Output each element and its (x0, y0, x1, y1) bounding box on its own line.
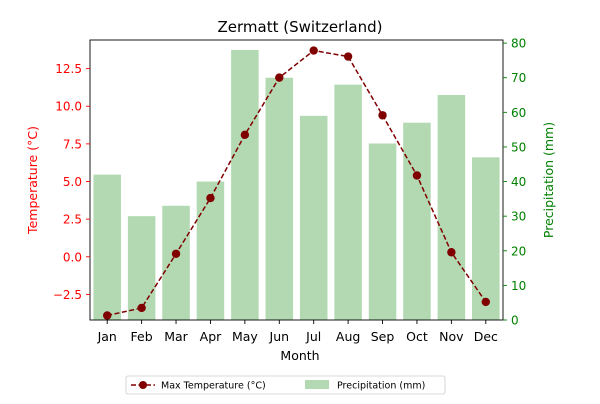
temperature-point (103, 311, 112, 320)
temperature-point (171, 249, 181, 258)
legend-frame (125, 375, 446, 395)
right-tick-label: 20 (511, 244, 526, 258)
temperature-point (447, 248, 456, 257)
right-axis-label: Precipitation (mm) (541, 122, 556, 238)
x-tick-label: Feb (131, 329, 153, 344)
axes-layer: −2.5 0.0 2.5 5.0 7.5 10.0 12.5 0 10 20 30 40 50 60 70 8… (53, 37, 526, 344)
precipitation-bar (93, 174, 121, 320)
temperature-point (481, 297, 490, 307)
temperature-point (343, 52, 353, 61)
right-tick-label: 70 (511, 71, 526, 85)
temperature-point (275, 73, 284, 82)
precipitation-bar (162, 205, 190, 320)
legend-label-precipitation: Precipitation (mm) (337, 381, 425, 392)
precipitation-bar (334, 84, 362, 321)
temperature-point (206, 193, 215, 203)
temperature-point (137, 303, 146, 313)
precipitation-bar (231, 50, 259, 321)
plot-frame (89, 39, 504, 321)
precipitation-bar (437, 95, 466, 320)
temperature-line (107, 49, 487, 317)
precipitation-bar (299, 115, 328, 321)
left-tick-label: 10.0 (55, 100, 82, 114)
right-tick-label: 30 (511, 210, 526, 224)
right-tick-label: 60 (511, 106, 526, 120)
left-tick-label: 7.5 (63, 137, 82, 151)
x-tick-label: Aug (336, 329, 360, 344)
precipitation-bar (472, 157, 500, 320)
x-tick-label: Nov (439, 329, 464, 344)
temperature-point (309, 46, 318, 55)
x-tick-label: Mar (164, 329, 188, 344)
x-tick-label: Jun (269, 329, 290, 344)
x-tick-label: Jan (97, 329, 117, 344)
temperature-point (240, 130, 250, 140)
x-tick-label: May (232, 329, 258, 344)
precipitation-bar (265, 77, 294, 320)
right-tick-label: 10 (511, 279, 526, 293)
right-tick-label: 50 (511, 140, 526, 154)
precipitation-bar (196, 181, 225, 320)
precipitation-bar (127, 216, 156, 320)
legend-label-temperature: Max Temperature (°C) (161, 381, 266, 392)
x-axis-label: Month (280, 348, 319, 363)
x-tick-label: Dec (474, 329, 498, 344)
temperature-point (378, 111, 387, 120)
precipitation-bar (403, 122, 431, 320)
x-tick-label: Oct (406, 329, 428, 344)
temperature-point (412, 171, 422, 180)
chart-title: Zermatt (Switzerland) (218, 18, 383, 36)
left-tick-label: 2.5 (63, 213, 82, 227)
x-tick-label: Sep (371, 329, 395, 344)
right-tick-label: 40 (511, 175, 526, 189)
x-tick-label: Jul (305, 329, 321, 344)
left-tick-label: 5.0 (63, 175, 82, 189)
precipitation-bar (368, 143, 397, 320)
left-tick-label: 0.0 (63, 250, 82, 264)
legend-marker-swatch (139, 381, 147, 389)
bars-layer (93, 50, 500, 321)
left-axis-label: Temperature (°C) (25, 126, 40, 235)
left-tick-label: 12.5 (55, 62, 82, 76)
legend: Max Temperature (°C) Precipitation (mm) (125, 375, 446, 395)
line-layer (103, 46, 490, 320)
legend-bar-swatch (305, 380, 329, 389)
right-tick-label: 80 (511, 37, 526, 51)
right-tick-label: 0 (511, 314, 519, 328)
x-tick-label: Apr (200, 329, 222, 344)
left-tick-label: −2.5 (53, 288, 82, 302)
